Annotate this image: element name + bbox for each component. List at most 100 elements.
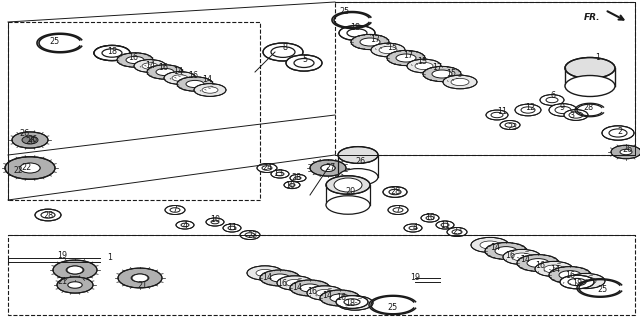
Text: 14: 14 <box>202 75 212 84</box>
Ellipse shape <box>134 60 166 72</box>
Ellipse shape <box>260 270 300 286</box>
Text: 22: 22 <box>14 166 24 175</box>
Text: 28: 28 <box>583 103 593 113</box>
Ellipse shape <box>387 50 425 66</box>
Ellipse shape <box>330 294 350 302</box>
Text: 13: 13 <box>273 169 283 179</box>
Text: 15: 15 <box>387 43 397 53</box>
Text: 26: 26 <box>622 145 632 154</box>
Ellipse shape <box>20 164 40 173</box>
Ellipse shape <box>223 224 241 232</box>
Ellipse shape <box>379 46 397 54</box>
Text: 19: 19 <box>57 250 67 259</box>
Text: 14: 14 <box>550 265 560 275</box>
Text: 7: 7 <box>396 205 401 214</box>
Ellipse shape <box>549 104 577 116</box>
Text: 10: 10 <box>285 181 295 189</box>
Text: 19: 19 <box>410 273 420 283</box>
Text: 8: 8 <box>282 43 287 53</box>
Text: 16: 16 <box>158 63 168 72</box>
Ellipse shape <box>602 126 634 140</box>
Ellipse shape <box>471 237 509 253</box>
Ellipse shape <box>544 265 564 273</box>
Ellipse shape <box>486 110 508 120</box>
Ellipse shape <box>147 65 183 79</box>
Ellipse shape <box>611 145 640 159</box>
Text: 14: 14 <box>173 68 183 77</box>
Ellipse shape <box>515 104 541 116</box>
Ellipse shape <box>290 174 306 182</box>
Ellipse shape <box>177 77 213 91</box>
Text: 11: 11 <box>440 220 450 229</box>
Text: 18: 18 <box>572 278 582 287</box>
Text: 26: 26 <box>27 136 37 145</box>
Text: 25: 25 <box>50 38 60 47</box>
Text: 28: 28 <box>390 188 400 197</box>
Ellipse shape <box>256 270 274 277</box>
Ellipse shape <box>415 63 433 70</box>
Ellipse shape <box>436 221 454 229</box>
Ellipse shape <box>286 279 304 286</box>
Text: 11: 11 <box>497 108 507 116</box>
Ellipse shape <box>338 147 378 163</box>
Text: 12: 12 <box>525 103 535 113</box>
Ellipse shape <box>447 227 467 236</box>
Ellipse shape <box>500 121 520 130</box>
Ellipse shape <box>336 296 368 308</box>
Ellipse shape <box>5 157 55 179</box>
Ellipse shape <box>23 137 37 143</box>
Text: 26: 26 <box>25 137 35 145</box>
Text: 23: 23 <box>247 231 257 240</box>
Ellipse shape <box>576 277 596 285</box>
Ellipse shape <box>326 196 370 214</box>
Ellipse shape <box>270 274 290 282</box>
Ellipse shape <box>194 84 226 96</box>
Ellipse shape <box>540 95 564 105</box>
Ellipse shape <box>156 68 174 76</box>
Ellipse shape <box>117 53 153 67</box>
Ellipse shape <box>126 56 144 63</box>
Ellipse shape <box>371 43 405 57</box>
Ellipse shape <box>240 231 260 240</box>
Ellipse shape <box>176 221 194 229</box>
Text: 14: 14 <box>322 291 332 300</box>
Ellipse shape <box>35 209 61 221</box>
Ellipse shape <box>560 275 594 289</box>
Ellipse shape <box>321 165 335 172</box>
Ellipse shape <box>443 75 477 89</box>
Text: 24: 24 <box>262 164 272 173</box>
Text: 1: 1 <box>108 254 113 263</box>
Text: 16: 16 <box>128 54 138 63</box>
Ellipse shape <box>535 261 573 277</box>
Ellipse shape <box>118 268 162 288</box>
Ellipse shape <box>567 273 605 289</box>
Ellipse shape <box>565 57 615 78</box>
Text: FR.: FR. <box>584 13 600 23</box>
Text: 25: 25 <box>597 286 607 294</box>
Ellipse shape <box>68 282 82 288</box>
Text: 16: 16 <box>307 286 317 295</box>
Text: 14: 14 <box>292 283 302 292</box>
Text: 15: 15 <box>417 57 427 66</box>
Text: 9: 9 <box>559 103 564 113</box>
Text: 16: 16 <box>535 261 545 270</box>
Ellipse shape <box>300 284 320 292</box>
Ellipse shape <box>142 63 158 69</box>
Ellipse shape <box>321 165 335 171</box>
Ellipse shape <box>94 45 130 61</box>
Ellipse shape <box>407 59 441 73</box>
Bar <box>8 235 635 315</box>
Ellipse shape <box>620 149 632 155</box>
Ellipse shape <box>360 38 380 46</box>
Ellipse shape <box>12 132 48 148</box>
Text: 25: 25 <box>388 303 398 313</box>
Ellipse shape <box>290 280 330 296</box>
Text: 3: 3 <box>570 110 575 120</box>
Text: 16: 16 <box>277 278 287 287</box>
Ellipse shape <box>485 243 527 259</box>
Text: 10: 10 <box>210 216 220 225</box>
Ellipse shape <box>22 136 38 144</box>
Ellipse shape <box>559 271 581 279</box>
Ellipse shape <box>206 218 224 226</box>
Text: 28: 28 <box>43 211 53 219</box>
